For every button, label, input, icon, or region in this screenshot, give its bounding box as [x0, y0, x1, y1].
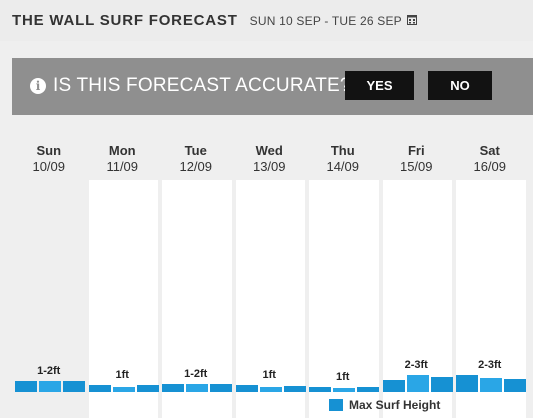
day-date: 11/09 [106, 159, 139, 174]
surf-bar [406, 375, 429, 392]
day-column-mon [88, 180, 158, 418]
chart-legend: Max Surf Height [329, 398, 440, 412]
surf-bar [357, 387, 379, 392]
surf-bar [63, 381, 85, 392]
day-name: Sun [36, 143, 62, 158]
forecast-header: THE WALL SURF FORECAST SUN 10 SEP - TUE … [0, 0, 533, 41]
day-label: Tue 12/09 [159, 143, 233, 175]
info-icon: i [30, 78, 46, 94]
day-date: 14/09 [326, 159, 360, 174]
surf-height-label: 1-2ft [37, 365, 61, 377]
surf-bar [186, 384, 208, 392]
surf-bar [504, 379, 526, 392]
yes-button[interactable]: YES [345, 71, 414, 100]
day-name: Mon [108, 143, 136, 158]
calendar-icon[interactable] [406, 12, 417, 30]
day-label: Wed 13/09 [233, 143, 307, 175]
no-button[interactable]: NO [428, 71, 492, 100]
legend-label: Max Surf Height [349, 398, 441, 412]
surf-bar [259, 387, 282, 392]
poll-question: IS THIS FORECAST ACCURATE? [53, 75, 351, 96]
surf-bar [456, 375, 478, 392]
day-date: 13/09 [252, 159, 286, 174]
surf-bar [333, 388, 355, 392]
surf-bar [136, 385, 159, 392]
surf-height-label: 1-2ft [184, 368, 208, 380]
day-label: Mon 11/09 [86, 143, 160, 175]
day-name: Wed [255, 143, 283, 158]
surf-bar [480, 378, 502, 392]
surf-bar [112, 387, 135, 392]
day-label: Sun 10/09 [12, 143, 86, 175]
surf-bar [430, 377, 453, 392]
day-label: Sat 16/09 [453, 143, 527, 175]
day-date: 10/09 [32, 159, 66, 174]
accuracy-poll: i IS THIS FORECAST ACCURATE? YES NO [12, 58, 533, 115]
day-label: Thu 14/09 [306, 143, 380, 175]
day-column-wed [235, 180, 305, 418]
day-name: Thu [330, 143, 355, 158]
surf-bar [382, 380, 405, 392]
day-name: Fri [407, 143, 425, 158]
day-date: 12/09 [179, 159, 213, 174]
surf-bar [15, 381, 37, 392]
surf-bar [39, 381, 61, 392]
surf-bar [210, 384, 232, 392]
surf-bar [235, 385, 258, 392]
surf-bar [309, 387, 331, 392]
day-name: Tue [184, 143, 207, 158]
day-name: Sat [479, 143, 500, 158]
surf-height-label: 1ft [336, 371, 350, 383]
surf-bar [88, 385, 111, 392]
legend-swatch [329, 399, 343, 411]
date-range[interactable]: SUN 10 SEP - TUE 26 SEP [249, 13, 402, 28]
surf-height-label: 1ft [262, 369, 276, 381]
page-title: THE WALL SURF FORECAST [12, 12, 238, 29]
day-column-tue [162, 180, 232, 418]
surf-height-label: 1ft [115, 369, 129, 381]
surf-height-label: 2-3ft [404, 359, 428, 371]
surf-height-label: 2-3ft [478, 359, 502, 371]
surf-bar [283, 386, 306, 392]
surf-bar [162, 384, 184, 392]
day-label: Fri 15/09 [380, 143, 454, 175]
day-date: 16/09 [473, 159, 507, 174]
day-column-thu [309, 180, 379, 418]
day-date: 15/09 [399, 159, 433, 174]
